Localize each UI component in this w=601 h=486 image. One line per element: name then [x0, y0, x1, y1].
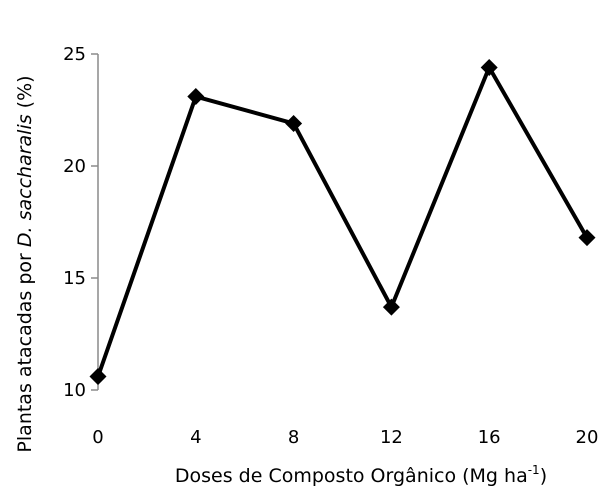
y-tick-label: 20	[63, 156, 86, 177]
x-tick-label: 8	[288, 427, 299, 448]
x-tick-label: 4	[190, 427, 201, 448]
y-tick-label: 10	[63, 380, 86, 401]
series-markers	[89, 58, 596, 386]
data-point-2	[285, 114, 303, 132]
y-tick-label: 25	[63, 44, 86, 65]
data-point-1	[187, 88, 205, 106]
data-point-3	[382, 298, 400, 316]
y-tick-label: 15	[63, 268, 86, 289]
x-axis-title: Doses de Composto Orgânico (Mg ha-1)	[175, 463, 547, 486]
x-tick-label: 0	[92, 427, 103, 448]
data-point-5	[578, 229, 596, 247]
y-axis-ticks: 10 15 20 25	[63, 44, 98, 401]
y-axis-title: Plantas atacadas por D. saccharalis (%)	[14, 75, 36, 452]
x-tick-label: 12	[380, 427, 403, 448]
series-line	[96, 62, 589, 378]
x-tick-label: 20	[576, 427, 599, 448]
data-point-0	[89, 368, 107, 386]
data-point-4	[480, 58, 498, 76]
x-tick-label: 16	[478, 427, 501, 448]
x-axis-ticks: 0 4 8 12 16 20	[92, 427, 598, 448]
